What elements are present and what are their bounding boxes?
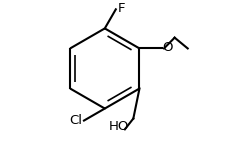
Text: O: O bbox=[162, 41, 173, 54]
Text: HO: HO bbox=[108, 120, 129, 133]
Text: Cl: Cl bbox=[70, 114, 82, 127]
Text: F: F bbox=[117, 2, 125, 15]
